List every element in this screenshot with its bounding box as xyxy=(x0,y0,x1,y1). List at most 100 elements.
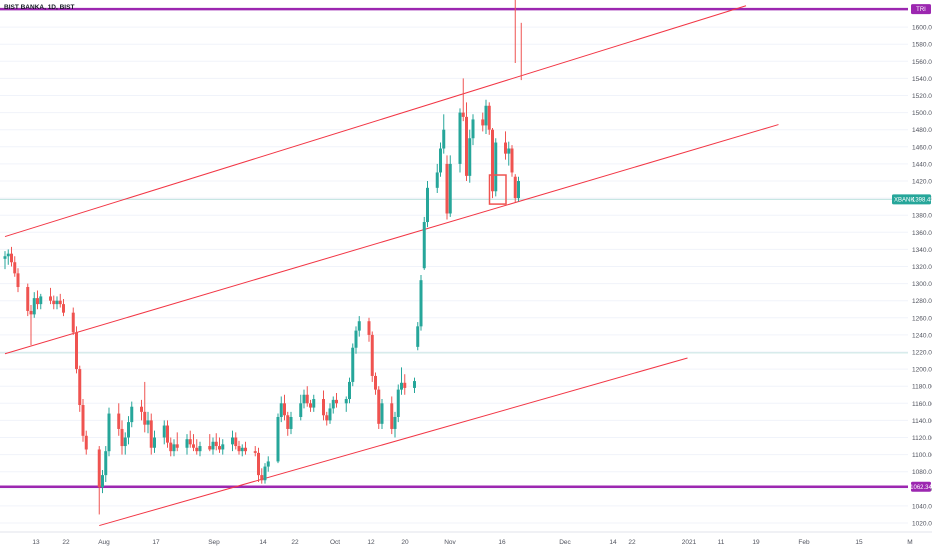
y-tick-label: 1200.00 xyxy=(912,367,932,374)
candle xyxy=(435,163,439,193)
y-tick-label: 1080.00 xyxy=(912,469,932,476)
channel-line-lower xyxy=(99,357,688,527)
candle xyxy=(29,304,33,346)
candle xyxy=(396,384,400,423)
y-tick-label: 1280.00 xyxy=(912,298,932,305)
y-tick-label: 1220.00 xyxy=(912,350,932,357)
x-tick-label: 15 xyxy=(855,539,863,546)
time-axis: 13 22 Aug 17 Sep 14 22 Oct 12 20 Nov 16 Dec 14 22 2021 1… xyxy=(0,531,932,546)
candle xyxy=(439,142,442,177)
channel-line-upper xyxy=(4,5,747,238)
candle xyxy=(153,430,156,453)
candle-body xyxy=(237,446,241,452)
candle-body xyxy=(312,399,316,408)
y-tick-label: 1140.00 xyxy=(912,418,932,425)
candle xyxy=(39,293,43,310)
candle xyxy=(377,386,381,429)
candle-body xyxy=(348,381,351,400)
candles xyxy=(3,78,520,515)
y-tick-label: 1340.00 xyxy=(912,247,932,254)
y-tick-label: 1440.00 xyxy=(912,161,932,168)
candle xyxy=(517,176,520,202)
candle xyxy=(3,251,7,270)
candle-body xyxy=(367,321,371,335)
candle-body xyxy=(344,399,348,404)
y-tick-label: 1460.00 xyxy=(912,144,932,151)
candle xyxy=(244,441,247,455)
x-tick-label: Dec xyxy=(559,539,571,546)
candle-body xyxy=(279,403,283,417)
candle-body xyxy=(188,439,192,445)
y-tick-label: 1580.00 xyxy=(912,42,932,49)
candle xyxy=(221,439,225,455)
candle-body xyxy=(331,399,335,409)
y-tick-label: 1020.00 xyxy=(912,521,932,528)
candle-body xyxy=(517,181,520,199)
candle-body xyxy=(445,163,449,214)
candle-body xyxy=(130,406,134,423)
candle-body xyxy=(370,334,374,376)
candle xyxy=(71,307,75,335)
candle xyxy=(32,292,36,318)
candle-body xyxy=(390,403,394,429)
candle xyxy=(84,430,88,455)
candle xyxy=(58,293,62,308)
candle xyxy=(354,326,358,354)
candle-body xyxy=(305,394,309,404)
candle-body xyxy=(481,119,485,126)
level-tag xyxy=(911,4,931,15)
candle-body xyxy=(52,300,56,305)
candle xyxy=(471,114,475,146)
candle xyxy=(263,463,267,484)
candle-body xyxy=(192,444,195,448)
candle-body xyxy=(380,403,384,424)
candle xyxy=(374,372,377,395)
candle-body xyxy=(374,375,377,390)
x-tick-label: Oct xyxy=(330,539,340,546)
y-tick-label: 1520.00 xyxy=(912,93,932,100)
candle xyxy=(198,441,202,457)
candle xyxy=(279,396,283,423)
candle-body xyxy=(302,394,306,404)
candle xyxy=(370,331,374,382)
candle xyxy=(331,396,335,414)
candle xyxy=(175,432,179,452)
candle-body xyxy=(448,163,452,214)
candle-body xyxy=(211,441,215,450)
candle xyxy=(260,468,264,484)
candle-body xyxy=(513,176,517,199)
candle xyxy=(214,433,218,451)
y-tick-label: 1600.00 xyxy=(912,25,932,32)
candle xyxy=(149,413,153,455)
x-tick-label: Sep xyxy=(208,539,220,546)
x-tick-label: 19 xyxy=(752,539,760,546)
candle xyxy=(458,108,462,173)
y-tick-label: 1540.00 xyxy=(912,76,932,83)
grid-lines xyxy=(0,26,908,524)
candle xyxy=(75,326,78,374)
y-tick-label: 1360.00 xyxy=(912,230,932,237)
candle xyxy=(390,396,394,435)
candle xyxy=(123,432,127,455)
candle-body xyxy=(55,300,59,305)
candle xyxy=(494,138,498,197)
price-axis: 1020.001040.001060.001080.001100.001120.… xyxy=(912,25,932,528)
candle-body xyxy=(328,408,332,421)
candle xyxy=(468,129,472,183)
candle-body xyxy=(127,422,130,438)
candle-body xyxy=(16,273,20,288)
candle-body xyxy=(354,330,358,348)
candle-body xyxy=(120,428,124,447)
level-tag-label: TRI xyxy=(916,7,926,13)
candle xyxy=(491,127,494,199)
candle-body xyxy=(286,415,290,429)
candle xyxy=(416,322,420,351)
candle-body xyxy=(146,420,150,425)
y-tick-label: 1420.00 xyxy=(912,179,932,186)
candle xyxy=(393,411,397,438)
candle-body xyxy=(6,253,10,257)
candle xyxy=(513,174,517,203)
candle xyxy=(348,377,351,404)
y-tick-label: 1560.00 xyxy=(912,59,932,66)
